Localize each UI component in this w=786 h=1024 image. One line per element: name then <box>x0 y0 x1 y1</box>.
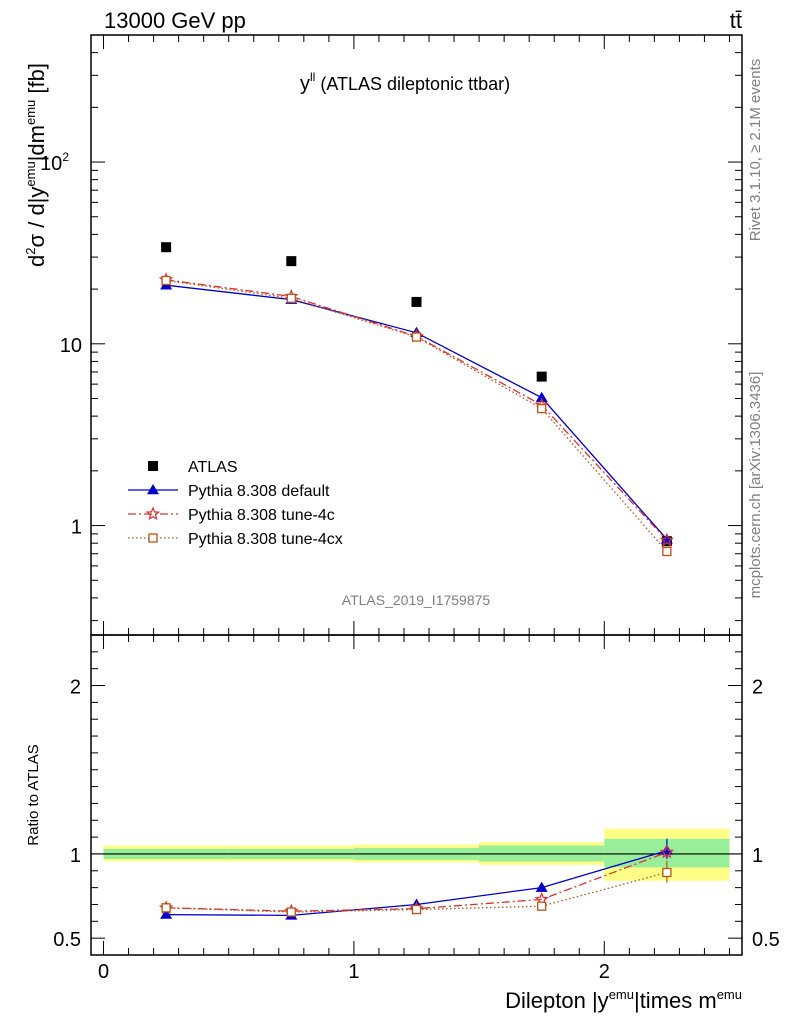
main-data-point <box>286 256 297 267</box>
main-series-line <box>166 279 668 541</box>
ratio-data-point <box>411 904 422 915</box>
ratio-y-tick-label-right: 2 <box>752 677 763 699</box>
ratio-data-point <box>161 903 171 913</box>
ratio-data-point <box>160 908 173 919</box>
mcplots-label: mcplots.cern.ch [arXiv:1306.3436] <box>747 372 764 599</box>
ratio-ylabel: Ratio to ATLAS <box>25 744 42 845</box>
ratio-panel: 0.5 0.5 1 1 2 2 0 1 2 Ratio to ATLAS Dilepton |y… <box>25 634 780 1013</box>
legend: ATLAS Pythia 8.308 default Pythia 8.308 tu… <box>128 459 343 548</box>
ratio-marks <box>158 838 675 920</box>
main-y-tick-label: 1 <box>71 517 82 539</box>
ratio-y-tick-label-right: 1 <box>752 845 763 867</box>
main-data-point <box>662 546 672 557</box>
main-series-line <box>166 279 668 552</box>
ratio-y-tick-label: 2 <box>70 677 81 699</box>
ratio-y-tick-label-right: 0.5 <box>752 929 780 951</box>
ratio-data-point <box>535 881 548 892</box>
ratio-axes: 0.5 0.5 1 1 2 2 0 1 2 <box>53 635 780 983</box>
main-data-point <box>161 242 172 253</box>
main-data-point <box>411 332 422 342</box>
rivet-label: Rivet 3.1.10, ≥ 2.1M events <box>747 59 764 242</box>
legend-marker <box>147 484 159 495</box>
ratio-x-tick-label: 0 <box>98 961 109 983</box>
ratio-data-point <box>286 907 296 917</box>
main-title: yll (ATLAS dileptonic ttbar) <box>300 70 510 95</box>
process-label: tt̄ <box>730 8 742 33</box>
main-data-point <box>286 293 296 303</box>
ratio-series-line <box>166 851 668 912</box>
legend-label: Pythia 8.308 default <box>188 483 330 500</box>
main-series-line <box>166 284 668 540</box>
analysis-watermark: ATLAS_2019_I1759875 <box>342 592 491 608</box>
title-main: y <box>300 73 310 95</box>
main-y-tick-label: 10 <box>60 335 82 357</box>
legend-marker <box>145 506 161 521</box>
main-y-tick-label-sup: 2 <box>62 150 69 164</box>
ratio-x-tick-label: 2 <box>599 961 610 983</box>
main-data-point <box>537 403 547 414</box>
main-ylabel: d2σ / d|yemu|dmemu [fb] <box>23 63 49 267</box>
main-data-point <box>659 532 675 547</box>
ratio-xlabel: Dilepton |yemu|times memu <box>505 987 742 1013</box>
legend-marker <box>148 533 158 543</box>
ratio-data-point <box>537 901 547 911</box>
ratio-bands <box>91 828 742 881</box>
ratio-y-tick-label: 0.5 <box>53 929 81 951</box>
main-data-point <box>411 296 422 307</box>
ratio-data-point <box>662 867 672 878</box>
ratio-x-tick-label: 1 <box>348 961 359 983</box>
energy-label: 13000 GeV pp <box>104 8 246 33</box>
main-data-point <box>536 371 547 382</box>
main-data-point <box>535 391 548 402</box>
ratio-data-point <box>659 844 675 859</box>
legend-marker <box>148 461 158 471</box>
legend-label: Pythia 8.308 tune-4cx <box>188 531 343 548</box>
main-data-point <box>161 275 171 286</box>
legend-label: Pythia 8.308 tune-4c <box>188 507 335 524</box>
ratio-frame <box>90 634 743 956</box>
title-sup: ll <box>310 70 315 84</box>
ratio-y-tick-label: 1 <box>70 845 81 867</box>
legend-label: ATLAS <box>188 459 238 476</box>
title-rest: (ATLAS dileptonic ttbar) <box>315 74 510 94</box>
main-marks <box>158 242 675 557</box>
